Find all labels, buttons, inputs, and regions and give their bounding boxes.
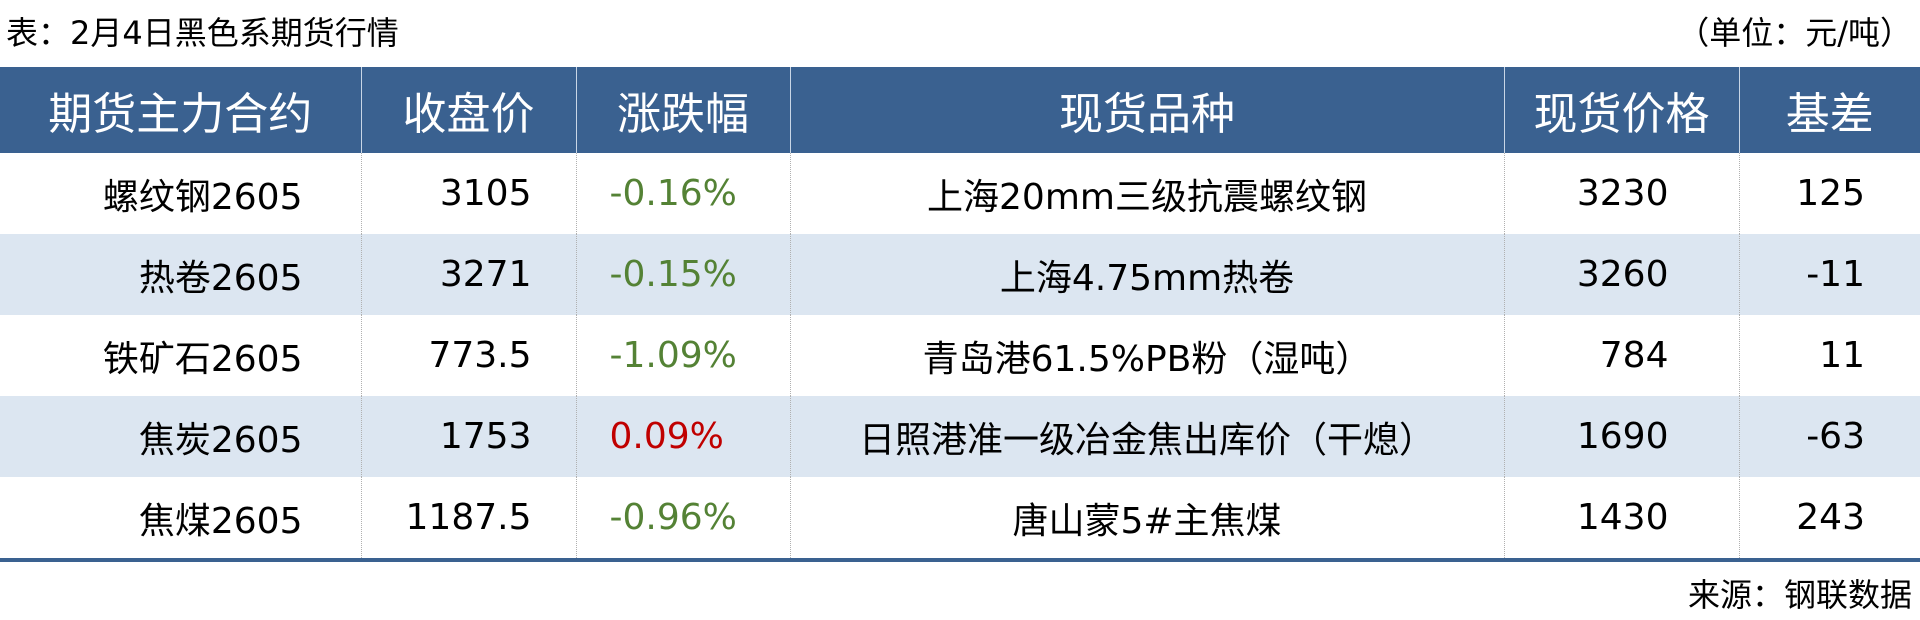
bottom-rule	[0, 558, 1920, 562]
table-row: 热卷2605 3271 -0.15% 上海4.75mm热卷 3260 -11	[0, 234, 1920, 315]
cell-change: -0.15%	[575, 234, 790, 315]
cell-basis: 11	[1738, 315, 1920, 396]
cell-close: 3271	[360, 234, 576, 315]
cell-contract: 焦炭2605	[0, 396, 361, 477]
cell-basis: -63	[1738, 396, 1920, 477]
cell-spot: 青岛港61.5%PB粉（湿吨）	[789, 315, 1504, 396]
cell-spot: 日照港准一级冶金焦出库价（干熄）	[789, 396, 1504, 477]
cell-close: 773.5	[360, 315, 576, 396]
header-contract: 期货主力合约	[0, 67, 361, 153]
cell-spot-price: 1430	[1503, 477, 1739, 558]
table-row: 焦煤2605 1187.5 -0.96% 唐山蒙5#主焦煤 1430 243	[0, 477, 1920, 558]
header-change: 涨跌幅	[575, 67, 790, 153]
cell-change: 0.09%	[575, 396, 790, 477]
cell-close: 1187.5	[360, 477, 576, 558]
header-row: 期货主力合约 收盘价 涨跌幅 现货品种 现货价格 基差	[0, 67, 1920, 153]
cell-contract: 焦煤2605	[138, 500, 303, 542]
cell-basis: -11	[1738, 234, 1920, 315]
cell-basis: 125	[1738, 153, 1920, 234]
cell-change: -1.09%	[575, 315, 790, 396]
cell-spot-price: 784	[1503, 315, 1739, 396]
cell-contract: 螺纹钢2605	[102, 176, 303, 218]
cell-change: -0.16%	[575, 153, 790, 234]
cell-change: -0.96%	[575, 477, 790, 558]
cell-spot: 上海4.75mm热卷	[789, 234, 1504, 315]
unit-label: （单位：元/吨）	[1677, 14, 1912, 52]
table-title: 表：2月4日黑色系期货行情	[6, 14, 399, 52]
cell-close: 3105	[360, 153, 576, 234]
header-spot-price: 现货价格	[1503, 67, 1739, 153]
cell-close: 1753	[360, 396, 576, 477]
table-row: 焦炭2605 1753 0.09% 日照港准一级冶金焦出库价（干熄） 1690 -63	[0, 396, 1920, 477]
cell-spot: 上海20mm三级抗震螺纹钢	[789, 153, 1504, 234]
cell-basis: 243	[1738, 477, 1920, 558]
header-basis: 基差	[1738, 67, 1920, 153]
cell-spot: 唐山蒙5#主焦煤	[789, 477, 1504, 558]
table-row: 铁矿石2605 773.5 -1.09% 青岛港61.5%PB粉（湿吨） 784 11	[0, 315, 1920, 396]
header-close: 收盘价	[360, 67, 576, 153]
source-note: 来源：钢联数据	[1687, 576, 1912, 614]
cell-spot-price: 3260	[1503, 234, 1739, 315]
cell-contract: 铁矿石2605	[102, 338, 303, 380]
cell-contract: 热卷2605	[0, 234, 361, 315]
cell-spot-price: 3230	[1503, 153, 1739, 234]
table-row: 螺纹钢2605 3105 -0.16% 上海20mm三级抗震螺纹钢 3230 125	[0, 153, 1920, 234]
futures-table: 期货主力合约 收盘价 涨跌幅 现货品种 现货价格 基差 螺纹钢2605 3105-…	[0, 67, 1920, 558]
cell-spot-price: 1690	[1503, 396, 1739, 477]
header-spot: 现货品种	[789, 67, 1504, 153]
